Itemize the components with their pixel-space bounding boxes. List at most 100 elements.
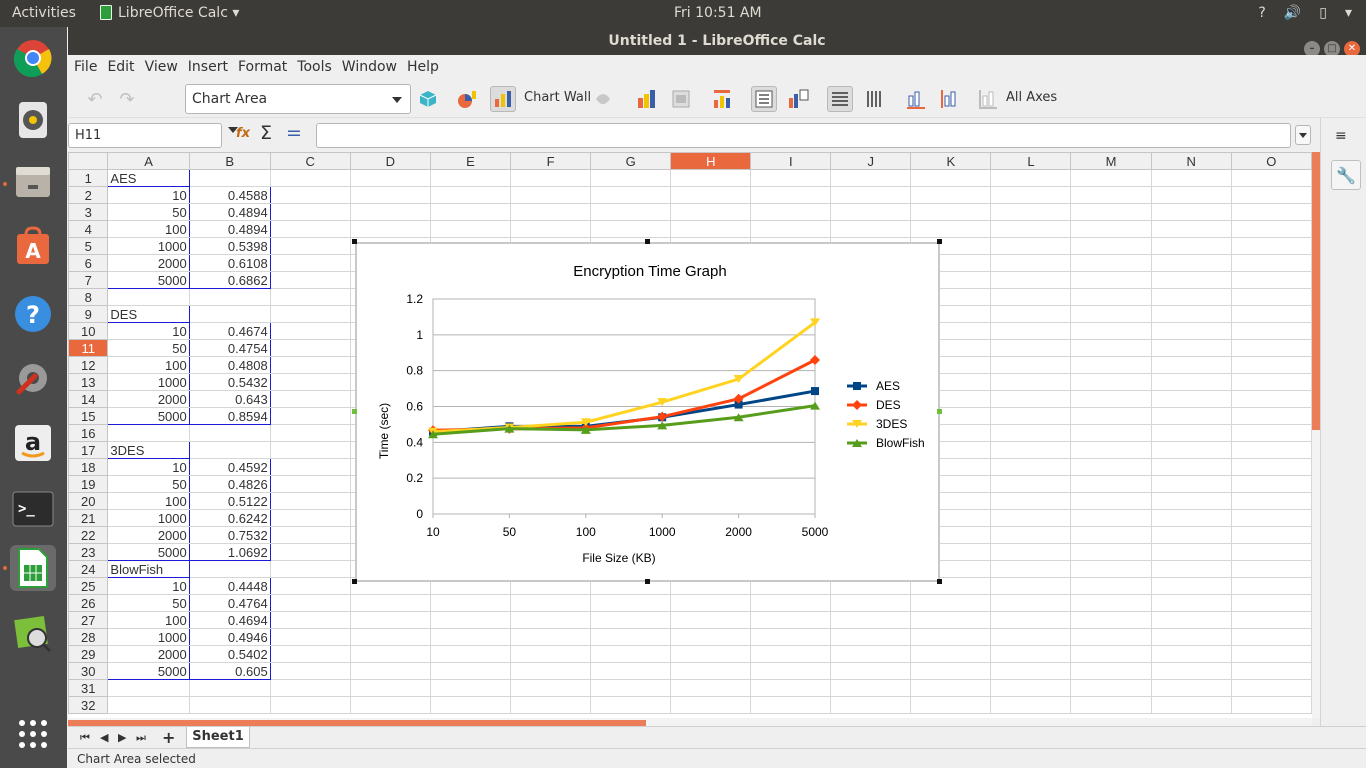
menu-view[interactable]: View <box>144 59 178 75</box>
cell-l16[interactable] <box>990 424 1072 442</box>
last-sheet-icon[interactable]: ⏭ <box>136 731 146 744</box>
activities-button[interactable]: Activities <box>12 5 76 21</box>
cell-c15[interactable] <box>269 407 351 425</box>
cell-j4[interactable] <box>830 220 912 238</box>
chevron-down-icon[interactable]: ▾ <box>1344 5 1352 21</box>
cell-c16[interactable] <box>269 424 351 442</box>
row-header[interactable]: 28 <box>68 628 109 646</box>
cell-h28[interactable] <box>670 628 752 646</box>
function-wizard-icon[interactable]: fx <box>236 126 251 141</box>
cell-a29[interactable]: 2000 <box>107 645 190 663</box>
select-all-corner[interactable] <box>68 152 109 170</box>
wrench-icon[interactable]: 🔧 <box>1331 160 1361 190</box>
cell-k28[interactable] <box>910 628 992 646</box>
cell-n27[interactable] <box>1150 611 1232 629</box>
row-header[interactable]: 9 <box>68 305 109 323</box>
column-header-m[interactable]: M <box>1070 152 1152 170</box>
maximize-icon[interactable]: □ <box>1324 41 1340 57</box>
row-header[interactable]: 31 <box>68 679 109 697</box>
terminal-launcher-icon[interactable]: >_ <box>10 486 56 532</box>
cell-n21[interactable] <box>1150 509 1232 527</box>
legend-on-off-icon[interactable] <box>751 86 777 112</box>
cell-m27[interactable] <box>1070 611 1152 629</box>
column-header-o[interactable]: O <box>1230 152 1312 170</box>
row-header[interactable]: 14 <box>68 390 109 408</box>
chart-element-select[interactable]: Chart Area <box>185 84 411 114</box>
row-header[interactable]: 27 <box>68 611 109 629</box>
resize-handle[interactable] <box>937 579 942 584</box>
cell-l30[interactable] <box>990 662 1072 680</box>
cell-j31[interactable] <box>830 679 912 697</box>
cell-a1[interactable]: AES <box>107 169 190 187</box>
row-header[interactable]: 4 <box>68 220 109 238</box>
cell-e4[interactable] <box>429 220 512 238</box>
cell-m19[interactable] <box>1070 475 1152 493</box>
cell-f3[interactable] <box>509 203 592 221</box>
cell-a16[interactable] <box>107 424 190 442</box>
row-header[interactable]: 5 <box>68 237 109 255</box>
cell-m20[interactable] <box>1070 492 1152 510</box>
cell-n22[interactable] <box>1150 526 1232 544</box>
battery-icon[interactable]: ▯ <box>1319 5 1327 21</box>
column-header-j[interactable]: J <box>830 152 912 170</box>
cell-k4[interactable] <box>910 220 992 238</box>
cell-c30[interactable] <box>269 662 351 680</box>
cell-o5[interactable] <box>1230 237 1312 255</box>
cell-o16[interactable] <box>1230 424 1312 442</box>
cell-g4[interactable] <box>590 220 672 238</box>
cell-j27[interactable] <box>830 611 912 629</box>
cell-c26[interactable] <box>269 594 351 612</box>
cell-a19[interactable]: 50 <box>107 475 190 493</box>
row-header[interactable]: 2 <box>68 186 109 204</box>
cell-m12[interactable] <box>1070 356 1152 374</box>
cell-n14[interactable] <box>1150 390 1232 408</box>
cell-n13[interactable] <box>1150 373 1232 391</box>
cell-g27[interactable] <box>590 611 672 629</box>
cell-l15[interactable] <box>990 407 1072 425</box>
cell-l23[interactable] <box>990 543 1072 561</box>
cell-l18[interactable] <box>990 458 1072 476</box>
formula-input[interactable] <box>316 123 1291 148</box>
row-header[interactable]: 22 <box>68 526 109 544</box>
row-header[interactable]: 26 <box>68 594 109 612</box>
cell-o9[interactable] <box>1230 305 1312 323</box>
cell-e2[interactable] <box>429 186 512 204</box>
column-header-i[interactable]: I <box>750 152 832 170</box>
first-sheet-icon[interactable]: ⏮ <box>80 731 90 744</box>
cell-o19[interactable] <box>1230 475 1312 493</box>
cell-l20[interactable] <box>990 492 1072 510</box>
plot-area[interactable]: 0 0.2 0.4 0.6 0.8 1 1.2 10 50 100 1000 2000 5000 <box>406 292 828 539</box>
data-point-des[interactable] <box>733 393 744 404</box>
cell-c4[interactable] <box>269 220 351 238</box>
cell-b16[interactable] <box>188 424 271 442</box>
cell-b8[interactable] <box>188 288 271 306</box>
column-header-l[interactable]: L <box>990 152 1072 170</box>
resize-handle[interactable] <box>644 579 650 584</box>
cell-o1[interactable] <box>1230 169 1312 187</box>
legend-entry-aes[interactable]: AES <box>876 379 900 393</box>
cell-l28[interactable] <box>990 628 1072 646</box>
row-header[interactable]: 13 <box>68 373 109 391</box>
minimize-icon[interactable]: – <box>1304 41 1320 57</box>
menu-insert[interactable]: Insert <box>187 59 228 75</box>
row-header[interactable]: 24 <box>68 560 109 578</box>
cell-n4[interactable] <box>1150 220 1232 238</box>
cell-b25[interactable]: 0.4448 <box>188 577 271 595</box>
sum-icon[interactable]: Σ <box>260 122 273 144</box>
cell-c12[interactable] <box>269 356 351 374</box>
cell-o6[interactable] <box>1230 254 1312 272</box>
row-header[interactable]: 20 <box>68 492 109 510</box>
cell-n25[interactable] <box>1150 577 1232 595</box>
cell-a30[interactable]: 5000 <box>107 662 190 680</box>
cell-m6[interactable] <box>1070 254 1152 272</box>
cell-f26[interactable] <box>509 594 592 612</box>
resize-handle[interactable] <box>937 409 942 414</box>
cell-a21[interactable]: 1000 <box>107 509 190 527</box>
cell-l24[interactable] <box>990 560 1072 578</box>
cell-h1[interactable] <box>670 169 752 187</box>
cell-i28[interactable] <box>750 628 832 646</box>
row-header[interactable]: 30 <box>68 662 109 680</box>
cell-i32[interactable] <box>750 696 832 714</box>
cell-c13[interactable] <box>269 373 351 391</box>
cell-a26[interactable]: 50 <box>107 594 190 612</box>
